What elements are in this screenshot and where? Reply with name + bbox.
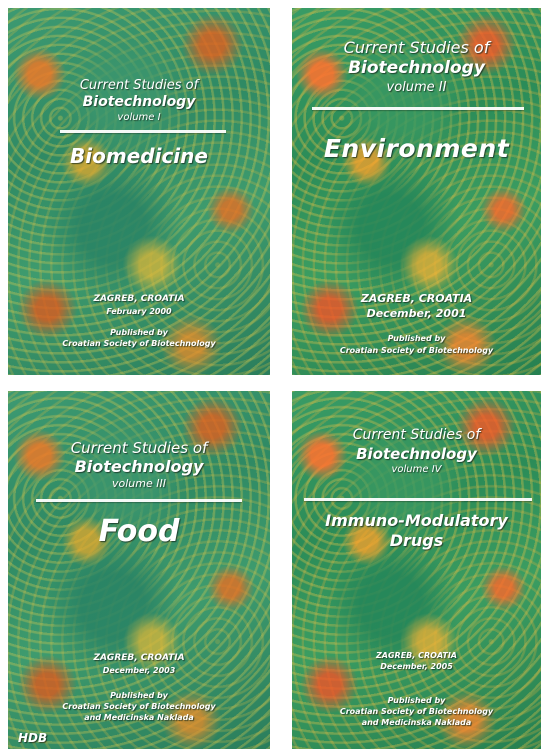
title-divider xyxy=(60,130,226,133)
book-cover-environment[interactable]: Current Studies of Biotechnology volume … xyxy=(292,8,541,375)
publisher-2: and Medicinska Naklada xyxy=(84,713,194,722)
cover-title: Environment xyxy=(323,134,510,163)
volume-label: volume I xyxy=(117,112,161,123)
series-line-1: Current Studies of xyxy=(79,78,199,93)
published-by: Published by xyxy=(387,696,446,705)
cover-title: Food xyxy=(98,514,180,549)
book-cover-immuno-modulatory-drugs[interactable]: Current Studies of Biotechnology volume … xyxy=(292,391,541,749)
book-cover-food[interactable]: Current Studies of Biotechnology volume … xyxy=(8,391,270,749)
cell-culture-background xyxy=(292,391,541,749)
series-line-2: Biotechnology xyxy=(348,58,485,78)
publisher: Croatian Society of Biotechnology xyxy=(62,339,216,348)
title-divider xyxy=(312,107,524,110)
cover-title-line-2: Drugs xyxy=(389,531,444,550)
date: December, 2001 xyxy=(366,307,467,320)
title-divider xyxy=(304,498,532,501)
cover-title: Biomedicine xyxy=(70,144,208,168)
place: ZAGREB, CROATIA xyxy=(360,292,473,305)
publisher-2: and Medicinska Naklada xyxy=(361,718,472,727)
date: December, 2003 xyxy=(102,666,176,675)
place: ZAGREB, CROATIA xyxy=(376,651,457,660)
cell-culture-background xyxy=(292,8,541,375)
place: ZAGREB, CROATIA xyxy=(93,653,185,663)
publisher: Croatian Society of Biotechnology xyxy=(339,346,494,355)
published-by: Published by xyxy=(387,334,446,343)
date: February 2000 xyxy=(106,307,172,316)
published-by: Published by xyxy=(110,691,168,700)
series-line-2: Biotechnology xyxy=(74,457,204,476)
cell-culture-background xyxy=(8,8,270,375)
title-divider xyxy=(36,499,242,502)
series-line-1: Current Studies of xyxy=(343,38,490,57)
series-line-2: Biotechnology xyxy=(82,94,196,110)
volume-label: volume III xyxy=(112,477,166,490)
volume-label: volume IV xyxy=(391,464,442,475)
date: December, 2005 xyxy=(380,662,453,671)
publisher: Croatian Society of Biotechnology xyxy=(339,707,494,716)
society-logo: HDB xyxy=(18,731,48,745)
cover-title-line-1: Immuno-Modulatory xyxy=(325,511,508,530)
published-by: Published by xyxy=(110,328,168,337)
place: ZAGREB, CROATIA xyxy=(93,294,185,304)
series-line-1: Current Studies of xyxy=(352,427,481,443)
book-cover-biomedicine[interactable]: Current Studies of Biotechnology volume … xyxy=(8,8,270,375)
series-line-1: Current Studies of xyxy=(70,439,208,457)
cell-culture-background xyxy=(8,391,270,749)
volume-label: volume II xyxy=(386,80,447,95)
series-line-2: Biotechnology xyxy=(356,445,477,463)
publisher: Croatian Society of Biotechnology xyxy=(62,702,216,711)
